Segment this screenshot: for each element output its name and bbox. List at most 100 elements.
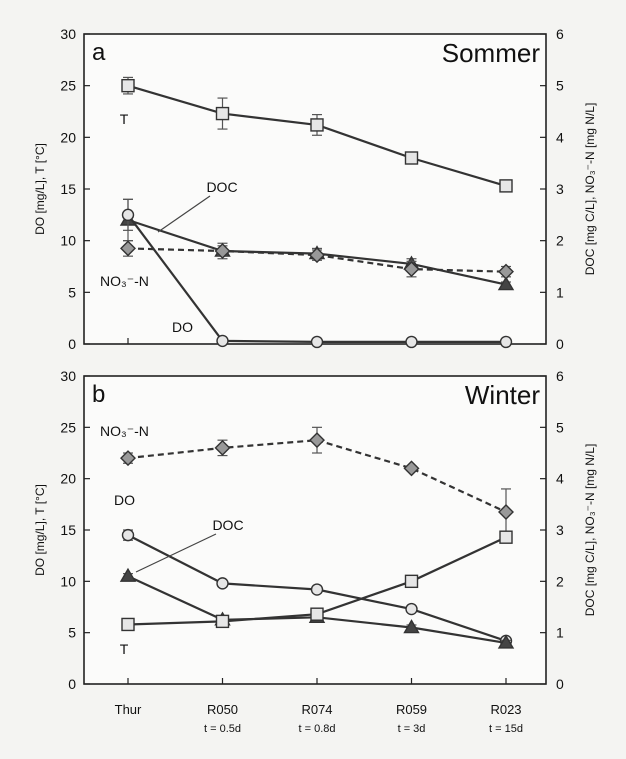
data-point xyxy=(497,276,515,291)
data-point xyxy=(403,261,420,278)
x-category-label: R074 xyxy=(301,702,332,717)
x-category-sublabel: t = 3d xyxy=(398,723,426,735)
data-point xyxy=(497,634,515,649)
annotation-leader xyxy=(135,533,217,573)
data-point xyxy=(214,439,231,456)
y-axis-label-left: DO [mg/L], T [°C] xyxy=(33,143,47,235)
right-tick-label: 1 xyxy=(556,625,564,641)
right-tick-label: 2 xyxy=(556,233,564,249)
data-point xyxy=(121,78,135,93)
left-tick-label: 0 xyxy=(68,336,76,352)
series-annotation: NO₃⁻-N xyxy=(100,273,149,289)
data-point xyxy=(404,151,419,165)
data-point xyxy=(215,106,230,121)
series-t xyxy=(121,76,513,193)
panel-title: Sommer xyxy=(442,38,541,68)
left-tick-label: 15 xyxy=(60,181,76,197)
right-tick-label: 0 xyxy=(556,676,564,692)
right-tick-label: 3 xyxy=(556,181,564,197)
data-point xyxy=(121,208,135,222)
data-point xyxy=(121,528,135,542)
x-category-sublabel: t = 0.8d xyxy=(298,723,335,735)
panel-title: Winter xyxy=(465,380,540,410)
data-point xyxy=(309,432,325,449)
series-annotation: DOC xyxy=(212,517,243,533)
x-category-label: Thur xyxy=(115,702,142,717)
data-point xyxy=(310,118,324,132)
data-point xyxy=(310,335,324,349)
data-point xyxy=(119,567,137,582)
annotation-leader xyxy=(157,195,211,233)
left-tick-label: 30 xyxy=(60,26,76,42)
right-tick-label: 4 xyxy=(556,471,564,487)
y-axis-label-right: DOC [mg C/L], NO₃⁻-N [mg N/L] xyxy=(583,103,597,276)
data-point xyxy=(498,263,514,280)
series-annotation: NO₃⁻-N xyxy=(100,423,149,439)
series-annotation: DO xyxy=(114,492,135,508)
series-non xyxy=(120,240,514,280)
data-point xyxy=(309,247,325,264)
data-point xyxy=(499,179,513,193)
x-category-label: R059 xyxy=(396,702,427,717)
right-tick-label: 4 xyxy=(556,129,564,145)
data-point xyxy=(405,602,418,616)
data-point xyxy=(216,577,229,590)
data-point xyxy=(214,243,231,259)
right-tick-label: 5 xyxy=(556,78,564,94)
series-non xyxy=(120,426,514,536)
data-point xyxy=(499,530,513,544)
series-annotation: DO xyxy=(172,319,193,335)
series-t xyxy=(121,530,513,632)
data-point xyxy=(310,583,324,596)
left-tick-label: 5 xyxy=(68,625,76,641)
right-tick-label: 5 xyxy=(556,419,564,435)
data-point xyxy=(121,617,135,632)
series-do xyxy=(121,198,513,349)
data-point xyxy=(498,504,514,521)
data-point xyxy=(120,240,136,257)
right-tick-label: 6 xyxy=(556,368,564,384)
left-tick-label: 0 xyxy=(68,676,76,692)
data-point xyxy=(405,335,418,349)
x-category-label: R050 xyxy=(207,702,238,717)
data-point xyxy=(499,335,513,349)
right-tick-label: 3 xyxy=(556,522,564,538)
panel-letter: a xyxy=(92,39,106,66)
left-tick-label: 25 xyxy=(60,78,76,94)
x-category-sublabel: t = 0.5d xyxy=(204,723,241,735)
right-tick-label: 1 xyxy=(556,284,564,300)
series-line xyxy=(127,439,507,513)
left-tick-label: 30 xyxy=(60,368,76,384)
left-tick-label: 5 xyxy=(68,284,76,300)
left-tick-label: 20 xyxy=(60,471,76,487)
left-tick-label: 10 xyxy=(60,573,76,589)
series-annotation: T xyxy=(120,641,129,657)
panel-b: 0 5 10 15 20 25 30 0 1 2 3 4 5 6 DO [mg/L], T [°C] DOC … xyxy=(33,368,597,692)
x-category-sublabel: t = 15d xyxy=(489,723,523,735)
data-point xyxy=(216,334,229,348)
panel-a: 0 5 10 15 20 25 30 0 1 2 3 4 5 6 DO [mg/L], T [°C] DOC … xyxy=(33,26,597,352)
left-tick-label: 10 xyxy=(60,233,76,249)
right-tick-label: 2 xyxy=(556,573,564,589)
left-tick-label: 20 xyxy=(60,129,76,145)
right-tick-label: 0 xyxy=(556,336,564,352)
data-point xyxy=(403,460,420,477)
series-annotation: T xyxy=(120,111,129,127)
data-point xyxy=(404,574,419,589)
series-annotation: DOC xyxy=(206,179,237,195)
data-point xyxy=(215,614,230,629)
data-point xyxy=(403,619,420,634)
series-line xyxy=(127,247,507,273)
plot-frame xyxy=(83,33,547,345)
data-point xyxy=(310,607,324,621)
x-category-label: R023 xyxy=(490,702,521,717)
left-tick-label: 15 xyxy=(60,522,76,538)
y-axis-label-right: DOC [mg C/L], NO₃⁻-N [mg N/L] xyxy=(583,444,597,617)
data-point xyxy=(120,450,136,467)
right-tick-label: 6 xyxy=(556,26,564,42)
left-tick-label: 25 xyxy=(60,419,76,435)
y-axis-label-left: DO [mg/L], T [°C] xyxy=(33,484,47,576)
panel-letter: b xyxy=(92,381,105,408)
